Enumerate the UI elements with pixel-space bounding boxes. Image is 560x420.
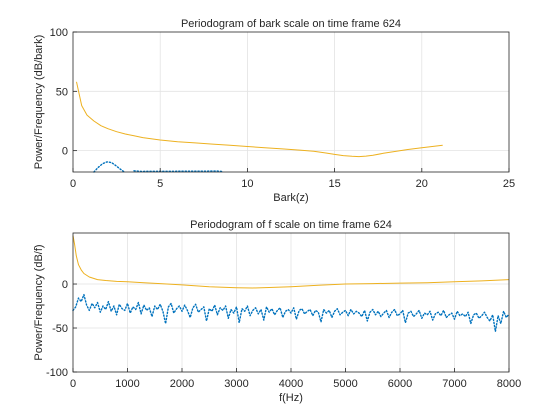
y-tick-label: 100 (50, 27, 68, 39)
y-tick-label: -50 (52, 323, 68, 335)
bark-periodogram-plot: 0 5 10 15 20 25 0 50 100 Periodogram of bark sca… (33, 18, 515, 204)
x-axis-label: Bark(z) (273, 192, 308, 204)
dotted-series-line (72, 293, 510, 333)
x-tick-label: 6000 (388, 378, 412, 390)
x-tick-label: 5 (157, 178, 163, 190)
x-tick-label: 7000 (442, 378, 466, 390)
x-tick-label: 0 (70, 178, 76, 190)
f-periodogram-plot: 0 1000 2000 3000 4000 5000 6000 7000 8000 -100 -50… (33, 219, 521, 404)
y-axis-label: Power/Frequency (dB/f) (33, 244, 45, 360)
solid-series-line (76, 81, 443, 158)
x-tick-label: 2000 (170, 378, 194, 390)
x-tick-label: 1000 (115, 378, 139, 390)
chart-title: Periodogram of f scale on time frame 624 (190, 219, 392, 231)
series-group (72, 235, 510, 333)
x-tick-label: 0 (70, 378, 76, 390)
series-group (76, 81, 443, 173)
y-tick-label: 50 (56, 86, 68, 98)
x-tick-label: 8000 (497, 378, 521, 390)
y-axis-label: Power/Frequency (dB/bark) (33, 35, 45, 170)
grid (73, 233, 509, 372)
chart-title: Periodogram of bark scale on time frame … (181, 18, 401, 30)
x-tick-label: 25 (503, 178, 515, 190)
x-tick-label: 3000 (224, 378, 248, 390)
tick-labels: 0 5 10 15 20 25 0 50 100 (50, 27, 515, 190)
y-tick-label: -100 (46, 367, 68, 379)
grid (73, 32, 509, 172)
x-axis-label: f(Hz) (279, 392, 303, 404)
y-tick-label: 0 (62, 146, 68, 158)
x-tick-label: 10 (241, 178, 253, 190)
x-tick-label: 4000 (279, 378, 303, 390)
dotted-series-line (133, 170, 224, 173)
x-tick-label: 15 (328, 178, 340, 190)
solid-series-line (72, 235, 510, 289)
y-tick-label: 0 (62, 279, 68, 291)
axes-frame (72, 31, 510, 173)
tick-labels: 0 1000 2000 3000 4000 5000 6000 7000 8000 -100 -50… (46, 279, 521, 390)
x-tick-label: 5000 (333, 378, 357, 390)
x-tick-label: 20 (416, 178, 428, 190)
dotted-series-line (93, 161, 126, 173)
